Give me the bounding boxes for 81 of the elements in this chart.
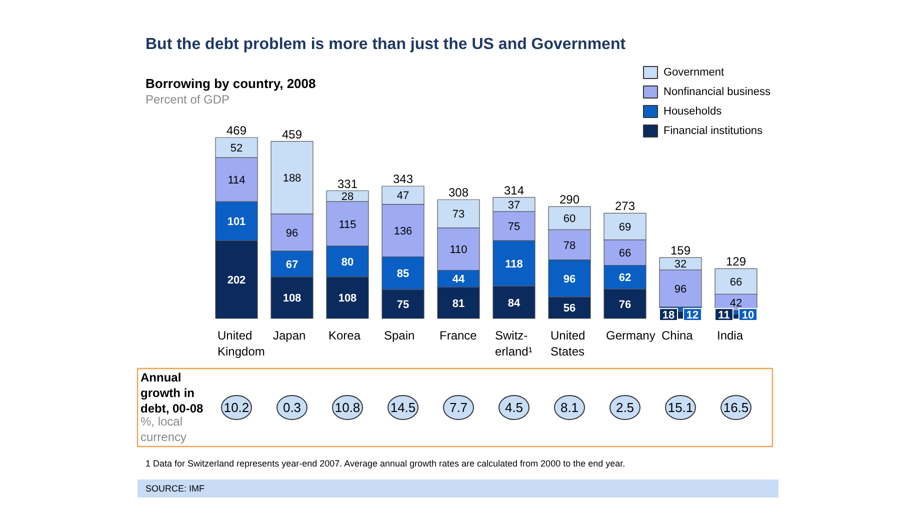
x-tick-label: United Kingdom: [218, 328, 265, 359]
total-label: 314: [504, 183, 524, 198]
data-label: 78: [563, 240, 576, 252]
total-label: 290: [559, 192, 580, 207]
data-label: 32: [674, 258, 687, 271]
text: Annual growth in debt, 00-08: [140, 370, 204, 416]
text: 15.1: [668, 400, 694, 415]
data-label: 114: [228, 174, 246, 187]
total-label: 273: [614, 199, 636, 214]
text: 16.5: [723, 400, 749, 415]
legend-label: Nonfinancial business: [664, 86, 772, 98]
text: 0.3: [282, 400, 302, 415]
data-label: 84: [508, 297, 521, 310]
data-label: 11: [718, 310, 730, 322]
total-label: 129: [726, 254, 746, 269]
data-label: 62: [618, 272, 632, 284]
total-label: 308: [448, 186, 469, 200]
text: 2.5: [616, 400, 634, 415]
x-tick-label: Switz- erland¹: [495, 328, 532, 359]
legend-label: Households: [664, 106, 722, 118]
x-tick-label: Germany: [606, 328, 656, 342]
data-label: 12: [686, 310, 699, 322]
data-label: 85: [396, 268, 410, 280]
x-tick-label: France: [440, 328, 478, 342]
data-label: 66: [618, 248, 632, 260]
data-label: 118: [505, 258, 523, 270]
source-note: SOURCE: IMF: [146, 484, 206, 494]
data-label: 115: [338, 218, 356, 231]
chart-title: But the debt problem is more than just the US and Government: [146, 36, 626, 53]
data-label: 75: [508, 221, 520, 234]
text: 10.8: [334, 400, 360, 415]
text: 7.7: [449, 400, 468, 415]
data-label: 81: [452, 298, 465, 310]
text: 14.5: [390, 400, 416, 415]
chart-subtitle: Borrowing by country, 2008: [146, 76, 316, 91]
data-label: 96: [286, 227, 298, 240]
total-label: 459: [282, 127, 302, 142]
data-label: 10: [742, 310, 754, 322]
total-label: 159: [670, 244, 691, 258]
data-label: 67: [286, 258, 298, 271]
data-label: 96: [674, 283, 687, 296]
x-tick-label: India: [717, 328, 744, 342]
data-label: 96: [563, 273, 576, 286]
y-axis-title: Percent of GDP: [146, 92, 230, 106]
data-label: 47: [396, 190, 410, 202]
data-label: 73: [452, 208, 465, 221]
data-label: 80: [341, 256, 354, 268]
text: 8.1: [560, 400, 579, 415]
data-label: 28: [341, 191, 354, 204]
data-label: 37: [508, 199, 520, 212]
total-label: 343: [392, 172, 414, 186]
data-label: 110: [450, 244, 468, 256]
legend-label: Government: [664, 66, 724, 78]
text: 10.2: [224, 400, 250, 415]
x-tick-label: Japan: [273, 328, 306, 342]
text: 1 Data for Switzerland represents year-end 2007. Average annual growth rates are calculated from 2000 to the end year.: [146, 458, 626, 468]
x-tick-label: China: [662, 328, 694, 342]
legend-label: Financial institutions: [664, 125, 764, 137]
text: 4.5: [504, 400, 524, 415]
data-label: 202: [227, 274, 246, 287]
data-label: 60: [563, 213, 576, 226]
total-label: 469: [226, 124, 247, 138]
data-label: 69: [618, 221, 632, 234]
data-label: 136: [394, 226, 412, 238]
data-label: 66: [730, 276, 742, 288]
data-label: 56: [563, 302, 576, 315]
x-tick-label: United States: [550, 328, 586, 359]
data-label: 75: [396, 299, 410, 312]
data-label: 44: [452, 274, 466, 286]
data-label: 42: [730, 297, 742, 310]
total-label: 331: [337, 176, 358, 191]
x-tick-label: Korea: [328, 328, 361, 342]
data-label: 101: [227, 216, 246, 228]
data-label: 18: [662, 310, 675, 322]
x-tick-label: Spain: [384, 328, 415, 342]
data-label: 108: [338, 292, 357, 305]
text: %, local currency: [140, 414, 187, 444]
data-label: 76: [618, 298, 632, 311]
data-label: 52: [230, 142, 243, 155]
data-label: 188: [282, 172, 302, 185]
data-label: 108: [282, 292, 302, 305]
